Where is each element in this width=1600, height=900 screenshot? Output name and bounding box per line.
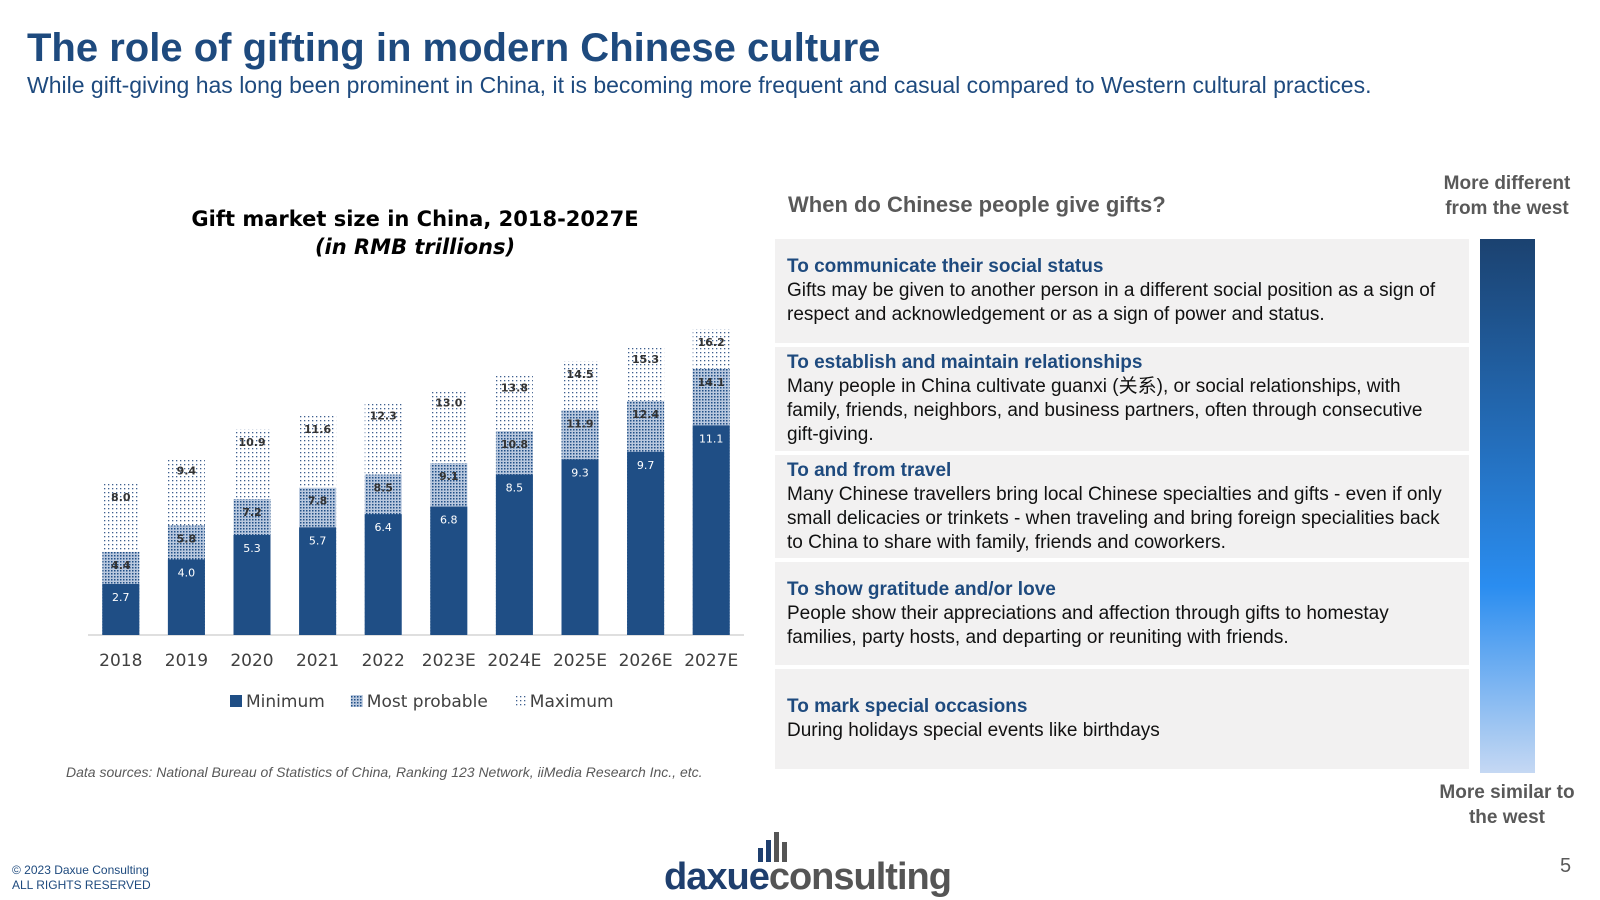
value-label: 7.8: [308, 495, 328, 508]
scale-top-label: More different from the west: [1443, 173, 1571, 219]
x-tick-label: 2022: [362, 651, 405, 671]
copyright-line: ALL RIGHTS RESERVED: [12, 878, 151, 892]
bar: [299, 527, 337, 635]
logo-icon: [758, 832, 787, 862]
x-tick-label: 2027E: [684, 651, 738, 671]
x-tick-label: 2024E: [487, 651, 541, 671]
legend-label: Most probable: [367, 692, 488, 712]
bar: [167, 559, 205, 635]
value-label: 2.7: [112, 591, 130, 604]
card-text: Many people in China cultivate guanxi (关…: [787, 376, 1423, 445]
value-label: 13.8: [501, 381, 528, 394]
value-label: 12.4: [632, 408, 659, 421]
value-label: 6.4: [374, 521, 392, 534]
card: To establish and maintain relationships M…: [775, 347, 1469, 451]
scale-bottom-label: More similar to the west: [1439, 782, 1575, 828]
value-label: 8.5: [506, 482, 524, 495]
card-text: People show their appreciations and affe…: [787, 602, 1389, 648]
x-tick-label: 2018: [99, 651, 142, 671]
card-title: To show gratitude and/or love: [787, 578, 1056, 600]
card-title: To establish and maintain relationships: [787, 352, 1143, 373]
panel-heading: When do Chinese people give gifts?: [788, 192, 1166, 217]
x-tick-label: 2021: [296, 651, 339, 671]
value-label: 10.8: [501, 438, 528, 451]
copyright-line: © 2023 Daxue Consulting: [12, 863, 149, 877]
bar: [364, 514, 402, 635]
x-tick-label: 2019: [165, 651, 208, 671]
value-label: 15.3: [632, 353, 659, 366]
x-tick-label: 2026E: [619, 651, 673, 671]
value-label: 4.4: [111, 559, 131, 572]
legend-swatch: [513, 695, 526, 707]
value-label: 9.4: [177, 465, 197, 478]
value-label: 12.3: [370, 410, 397, 423]
value-label: 11.1: [699, 432, 724, 445]
legend-swatch: [350, 695, 363, 707]
value-label: 7.2: [242, 506, 262, 519]
bar: [102, 584, 140, 635]
logo-part: consulting: [768, 856, 952, 898]
value-label: 11.9: [566, 417, 593, 430]
x-tick-label: 2020: [230, 651, 273, 671]
value-label: 9.3: [571, 466, 589, 479]
value-label: 14.1: [698, 376, 725, 389]
value-label: 14.5: [566, 368, 593, 381]
value-label: 5.3: [243, 542, 261, 555]
value-label: 5.7: [309, 534, 327, 547]
slide-title: The role of gifting in modern Chinese cu…: [27, 26, 881, 70]
copyright: © 2023 Daxue Consulting ALL RIGHTS RESER…: [12, 863, 151, 893]
value-label: 10.9: [238, 436, 265, 449]
value-label: 9.1: [439, 470, 459, 483]
card: To show gratitude and/or love People show…: [775, 562, 1469, 665]
scale-gradient: [1480, 239, 1535, 773]
x-tick-label: 2023E: [422, 651, 476, 671]
bar: [495, 474, 533, 635]
value-label: 13.0: [435, 397, 462, 410]
bar: [430, 506, 468, 635]
logo: daxueconsulting: [664, 832, 952, 899]
card: To communicate their social status Gifts …: [775, 239, 1469, 343]
card-text: Many Chinese travellers bring local Chin…: [787, 483, 1442, 553]
value-label: 4.0: [178, 566, 196, 579]
value-label: 16.2: [698, 336, 725, 349]
x-tick-label: 2025E: [553, 651, 607, 671]
bar: [233, 534, 271, 635]
chart-title: Gift market size in China, 2018-2027E: [191, 207, 638, 231]
value-label: 8.5: [373, 482, 393, 495]
card: To mark special occasions During holidays…: [775, 669, 1469, 769]
bar: [561, 459, 599, 635]
chart-subtitle: (in RMB trillions): [315, 235, 515, 259]
chart: Gift market size in China, 2018-2027E (i…: [88, 207, 744, 712]
bar: [692, 425, 730, 635]
slide-subtitle: While gift-giving has long been prominen…: [27, 72, 1372, 98]
bar: [627, 451, 665, 635]
value-label: 11.6: [304, 423, 331, 436]
card: To and from travel Many Chinese traveller…: [775, 455, 1469, 558]
legend-label: Maximum: [530, 692, 614, 712]
value-label: 6.8: [440, 514, 458, 527]
card-text: Gifts may be given to another person in …: [787, 280, 1436, 325]
card-title: To mark special occasions: [787, 696, 1028, 717]
value-label: 9.7: [637, 459, 655, 472]
legend-swatch: [230, 695, 242, 707]
card-title: To and from travel: [787, 459, 952, 481]
card-title: To communicate their social status: [787, 256, 1104, 277]
value-label: 5.8: [177, 532, 197, 545]
legend-label: Minimum: [246, 692, 325, 712]
logo-part: daxue: [664, 856, 770, 898]
value-label: 8.0: [111, 491, 131, 504]
source-note: Data sources: National Bureau of Statist…: [66, 764, 703, 780]
page-number: 5: [1560, 855, 1572, 877]
card-text: During holidays special events like birt…: [787, 720, 1160, 741]
